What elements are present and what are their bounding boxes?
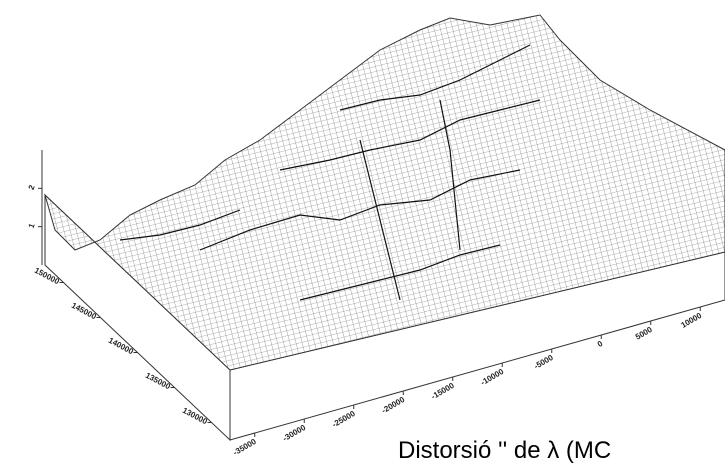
x-tick-label: 5000 <box>634 325 654 342</box>
caption: Distorsió '' de λ (MC <box>398 437 611 464</box>
z-tick-label: 2 <box>27 183 37 191</box>
x-tick-label: -25000 <box>331 409 358 430</box>
x-tick-label: -20000 <box>380 395 407 416</box>
x-tick-label: -35000 <box>232 437 259 458</box>
x-tick-label: -30000 <box>281 423 308 444</box>
x-tick-label: -10000 <box>479 367 506 388</box>
page: -35000 -30000 -25000 -20000 -15000 -10000 -500… <box>0 0 725 467</box>
x-tick-label: 10000 <box>679 311 703 330</box>
x-tick-label: 0 <box>596 339 605 349</box>
chart: -35000 -30000 -25000 -20000 -15000 -10000 -500… <box>0 0 725 467</box>
x-tick-label: -15000 <box>430 381 457 402</box>
x-tick-label: -5000 <box>533 353 556 371</box>
z-tick-label: 1 <box>27 222 37 230</box>
